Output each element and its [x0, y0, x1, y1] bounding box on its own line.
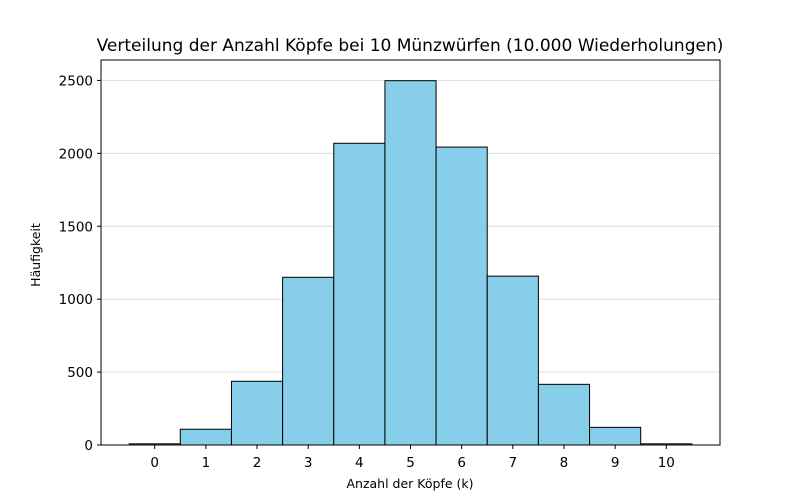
- bar-4: [333, 142, 386, 446]
- x-axis-ticks: 0 1 2 3 4 5 6 7 8 9 10: [150, 445, 675, 471]
- y-tick-label: 2500: [59, 73, 93, 89]
- x-tick-label: 0: [150, 455, 159, 471]
- y-tick-label: 0: [84, 438, 93, 454]
- x-tick-label: 8: [560, 455, 569, 471]
- x-tick-label: 10: [658, 455, 675, 471]
- bar-9: [589, 426, 642, 446]
- x-tick-label: 4: [355, 455, 364, 471]
- y-axis-ticks: 0 500 1000 1500 2000 2500: [59, 73, 101, 454]
- x-tick-label: 2: [253, 455, 262, 471]
- x-tick-label: 3: [304, 455, 313, 471]
- chart-title: Verteilung der Anzahl Köpfe bei 10 Münzw…: [97, 36, 724, 56]
- bar-7: [486, 275, 539, 446]
- bar-3: [282, 276, 335, 446]
- y-tick-label: 1500: [59, 219, 93, 235]
- y-tick-label: 500: [67, 365, 93, 381]
- x-tick-label: 1: [202, 455, 211, 471]
- bars: [128, 80, 693, 446]
- x-tick-label: 5: [406, 455, 415, 471]
- bar-6: [435, 146, 488, 446]
- y-tick-label: 2000: [59, 146, 93, 162]
- bar-1: [179, 428, 232, 446]
- bar-2: [230, 380, 284, 446]
- bar-8: [537, 383, 591, 446]
- y-axis-label: Häufigkeit: [28, 223, 43, 287]
- x-axis-label: Anzahl der Köpfe (k): [346, 476, 473, 491]
- bar-5: [384, 80, 437, 446]
- x-tick-label: 7: [509, 455, 518, 471]
- x-tick-label: 9: [611, 455, 620, 471]
- y-tick-label: 1000: [59, 292, 93, 308]
- x-tick-label: 6: [457, 455, 466, 471]
